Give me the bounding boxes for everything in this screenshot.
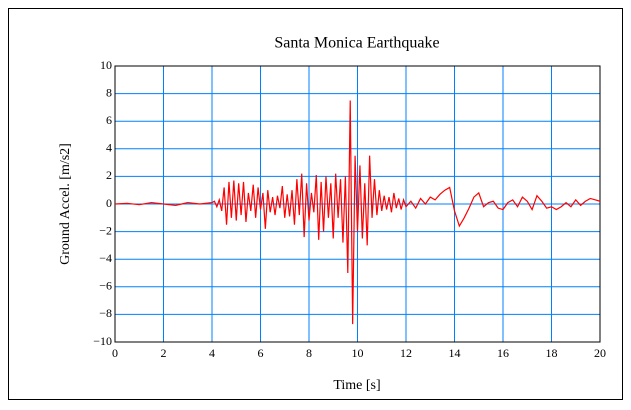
data-line	[114, 100, 601, 325]
x-tick-label: 8	[306, 346, 312, 360]
y-tick-label: −10	[93, 334, 112, 348]
x-tick-label: 16	[497, 346, 509, 360]
x-tick-label: 18	[546, 346, 558, 360]
x-tick-label: 10	[352, 346, 364, 360]
y-tick-label: −8	[99, 306, 112, 320]
y-tick-label: 10	[100, 58, 112, 72]
x-tick-label: 6	[258, 346, 264, 360]
x-tick-label: 14	[449, 346, 461, 360]
y-tick-label: 0	[106, 196, 112, 210]
y-tick-label: −4	[99, 251, 112, 265]
y-tick-label: −6	[99, 279, 112, 293]
y-tick-label: −2	[99, 223, 112, 237]
y-tick-label: 2	[106, 168, 112, 182]
frame	[8, 8, 623, 400]
x-tick-label: 12	[400, 346, 412, 360]
x-tick-label: 2	[161, 346, 167, 360]
chart-title: Santa Monica Earthquake	[274, 35, 439, 52]
x-tick-label: 0	[112, 346, 118, 360]
y-axis-label: Ground Accel. [m/s2]	[58, 143, 73, 265]
x-tick-label: 20	[594, 346, 606, 360]
y-tick-label: 4	[106, 141, 112, 155]
x-axis-label: Time [s]	[333, 378, 380, 393]
x-tick-label: 4	[209, 346, 215, 360]
y-tick-label: 8	[106, 85, 112, 99]
y-tick-label: 6	[106, 113, 112, 127]
